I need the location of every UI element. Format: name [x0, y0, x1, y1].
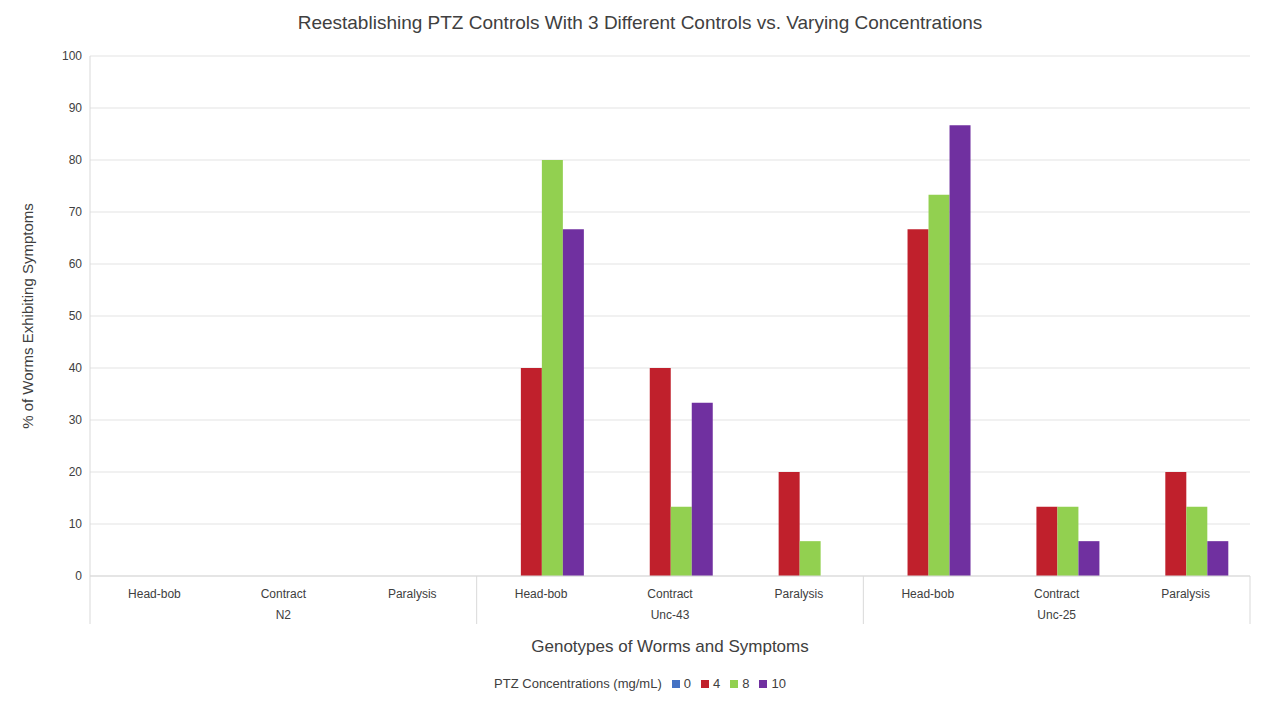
svg-text:Head-bob: Head-bob [515, 587, 568, 601]
html-text:10: 10 [771, 676, 786, 691]
svg-text:100: 100 [62, 49, 82, 63]
svg-text:40: 40 [69, 361, 83, 375]
svg-text:Head-bob: Head-bob [128, 587, 181, 601]
svg-text:Contract: Contract [647, 587, 693, 601]
svg-text:Paralysis: Paralysis [388, 587, 437, 601]
svg-text:80: 80 [69, 153, 83, 167]
svg-text:Paralysis: Paralysis [775, 587, 824, 601]
svg-text:70: 70 [69, 205, 83, 219]
svg-text:% of Worms Exhibiting Symptoms: % of Worms Exhibiting Symptoms [19, 203, 36, 429]
svg-text:90: 90 [69, 101, 83, 115]
html-text:4: 4 [713, 676, 721, 691]
html-text:0: 0 [683, 676, 691, 691]
html-text:8: 8 [742, 676, 750, 691]
svg-text:50: 50 [69, 309, 83, 323]
svg-text:Unc-25: Unc-25 [1037, 608, 1076, 622]
svg-text:Paralysis: Paralysis [1161, 587, 1210, 601]
svg-text:20: 20 [69, 465, 83, 479]
svg-text:Head-bob: Head-bob [901, 587, 954, 601]
html-text:Reestablishing PTZ Controls Wi: Reestablishing PTZ Controls With 3 Diffe… [297, 12, 983, 33]
svg-text:Contract: Contract [1034, 587, 1080, 601]
svg-text:N2: N2 [276, 608, 292, 622]
svg-text:10: 10 [69, 517, 83, 531]
svg-text:0: 0 [75, 569, 82, 583]
svg-text:Contract: Contract [261, 587, 307, 601]
html-text:PTZ Concentrations (mg/mL): PTZ Concentrations (mg/mL) [494, 676, 662, 691]
svg-text:30: 30 [69, 413, 83, 427]
svg-text:60: 60 [69, 257, 83, 271]
svg-text:Genotypes of Worms and Symptom: Genotypes of Worms and Symptoms [531, 637, 808, 656]
svg-text:Unc-43: Unc-43 [651, 608, 690, 622]
